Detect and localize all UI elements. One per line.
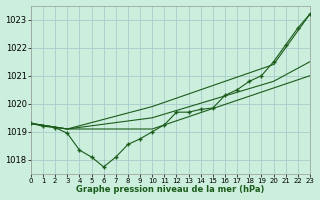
X-axis label: Graphe pression niveau de la mer (hPa): Graphe pression niveau de la mer (hPa) [76, 185, 265, 194]
